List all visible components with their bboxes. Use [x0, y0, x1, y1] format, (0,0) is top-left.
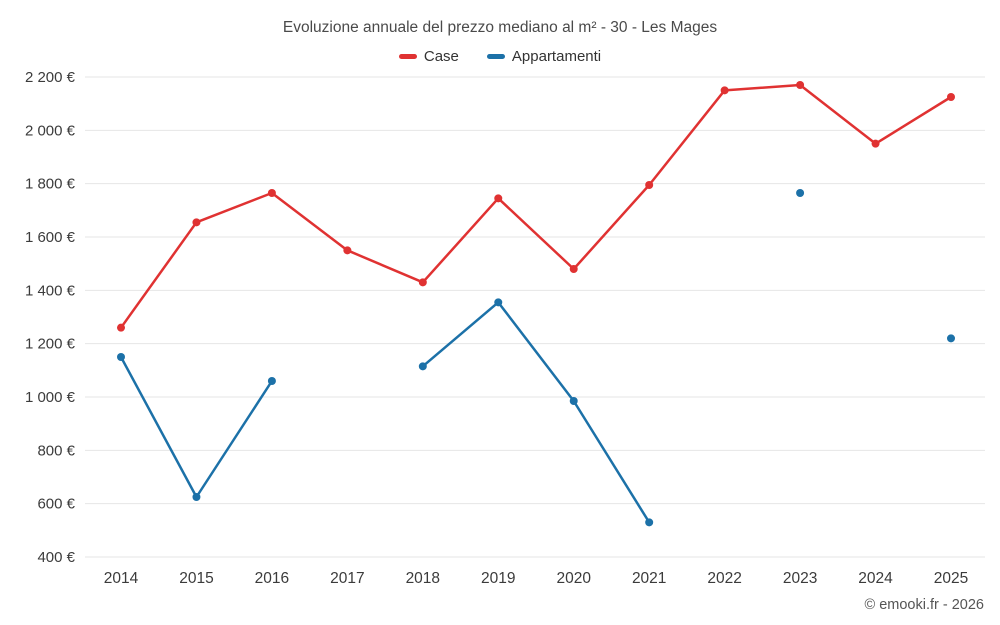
x-axis-label: 2016	[255, 570, 289, 587]
data-point-case-2021[interactable]	[645, 181, 654, 189]
line-chart: 400 € 600 € 800 € 1 000 € 1 200 € 1 400 € 1 60…	[25, 69, 985, 587]
data-point-case-2022[interactable]	[720, 86, 729, 95]
data-point-case-2014[interactable]	[117, 323, 125, 332]
legend-marker-icon	[398, 54, 417, 59]
y-axis-label: 2 200 €	[25, 69, 76, 86]
data-point-case-2016[interactable]	[267, 189, 276, 197]
data-point-case-2024[interactable]	[871, 139, 880, 148]
chart-credit: © emooki.fr - 2026	[864, 597, 984, 613]
data-point-case-2020[interactable]	[569, 265, 578, 273]
y-axis-label: 1 200 €	[25, 336, 76, 353]
series-line-appartamenti	[421, 301, 651, 524]
x-axis-label: 2015	[179, 570, 213, 587]
x-axis-label: 2024	[858, 570, 893, 587]
chart-title: Evoluzione annuale del prezzo mediano al…	[282, 19, 718, 36]
chart-legend: Case Appartamenti	[0, 46, 1000, 67]
x-axis-label: 2014	[104, 570, 139, 587]
x-axis-label: 2019	[481, 570, 515, 587]
data-point-case-2023[interactable]	[796, 81, 805, 89]
legend-item-appartamenti[interactable]: Appartamenti	[486, 48, 602, 65]
y-axis-label: 1 600 €	[25, 229, 76, 246]
legend-label: Case	[423, 48, 459, 65]
x-axis-label: 2022	[707, 570, 741, 587]
y-axis-label: 2 000 €	[25, 122, 76, 139]
data-point-appartamenti-2015[interactable]	[192, 493, 201, 501]
data-point-case-2017[interactable]	[343, 246, 352, 255]
data-point-case-2015[interactable]	[192, 218, 201, 227]
y-axis-label: 1 400 €	[25, 282, 76, 299]
y-axis-label: 600 €	[37, 496, 75, 513]
data-point-case-2019[interactable]	[494, 194, 503, 203]
x-axis-label: 2018	[406, 570, 440, 587]
data-point-case-2018[interactable]	[418, 278, 427, 287]
data-point-appartamenti-2018[interactable]	[418, 362, 427, 371]
series-line-case	[119, 83, 953, 329]
x-axis-label: 2021	[632, 570, 666, 587]
data-point-appartamenti-2016[interactable]	[267, 377, 276, 385]
x-axis-label: 2017	[330, 570, 364, 587]
x-axis-label: 2025	[934, 570, 968, 587]
data-point-appartamenti-2023[interactable]	[796, 189, 805, 197]
legend-marker-icon	[486, 54, 505, 59]
data-point-appartamenti-2020[interactable]	[569, 397, 578, 405]
legend-label: Appartamenti	[511, 48, 602, 65]
legend-item-case[interactable]: Case	[398, 48, 459, 65]
y-axis-label: 800 €	[37, 442, 75, 459]
data-point-appartamenti-2014[interactable]	[117, 353, 125, 361]
data-point-case-2025[interactable]	[947, 93, 955, 101]
data-point-appartamenti-2021[interactable]	[645, 518, 654, 527]
y-axis-label: 400 €	[37, 549, 75, 566]
y-axis-label: 1 800 €	[25, 176, 76, 193]
series-line-appartamenti	[119, 355, 274, 499]
x-axis-label: 2020	[556, 570, 591, 587]
y-axis-label: 1 000 €	[25, 389, 76, 406]
data-point-appartamenti-2025[interactable]	[947, 334, 955, 343]
data-point-appartamenti-2019[interactable]	[494, 298, 503, 307]
x-axis-label: 2023	[783, 570, 817, 587]
